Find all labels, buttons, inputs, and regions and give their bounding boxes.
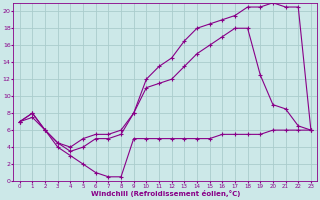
X-axis label: Windchill (Refroidissement éolien,°C): Windchill (Refroidissement éolien,°C): [91, 190, 240, 197]
